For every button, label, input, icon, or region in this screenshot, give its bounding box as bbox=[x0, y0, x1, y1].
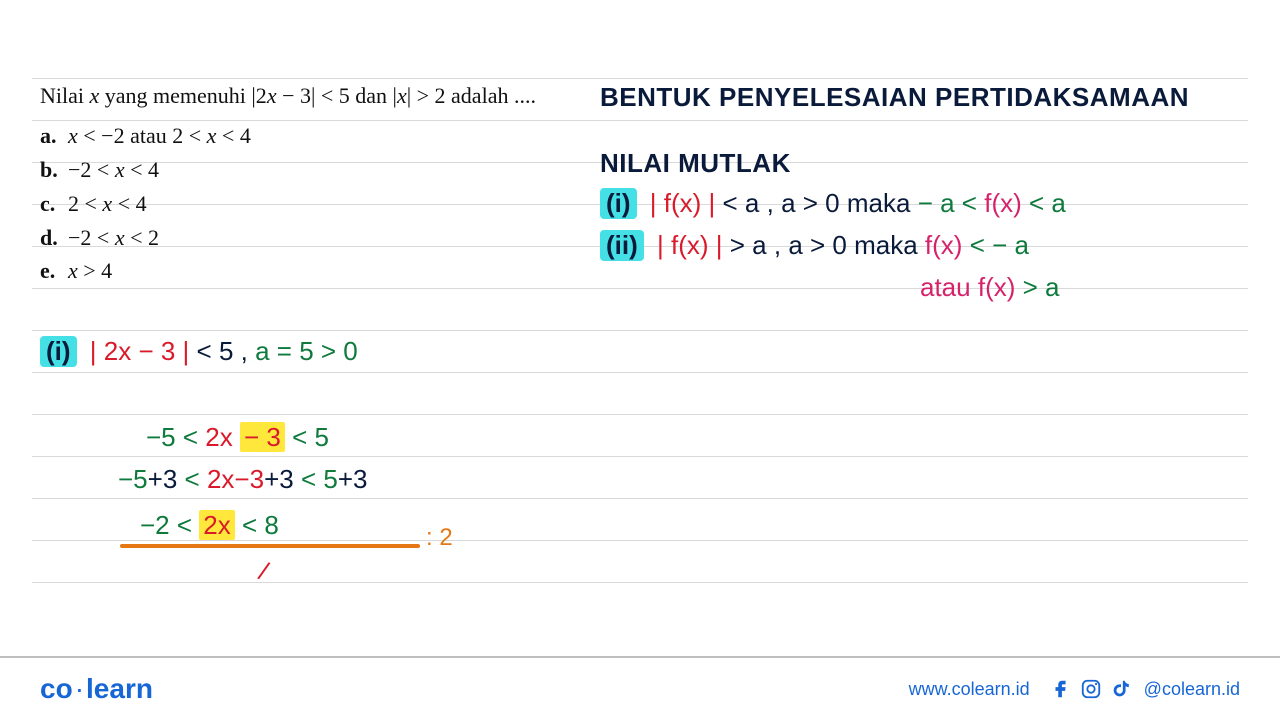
brand-learn: learn bbox=[86, 673, 153, 704]
work-step-i: (i) | 2x − 3 | < 5 , a = 5 > 0 bbox=[40, 336, 358, 367]
orange-division-underline bbox=[120, 544, 420, 548]
work-step-3: −2 < 2x < 8 bbox=[140, 510, 279, 541]
work-i-body: | 2x − 3 | < 5 , a = 5 > 0 bbox=[90, 336, 358, 366]
option-c: c.2 < x < 4 bbox=[40, 188, 580, 220]
option-e: e.x > 4 bbox=[40, 255, 580, 287]
instagram-icon bbox=[1080, 678, 1102, 700]
social-handle: @colearn.id bbox=[1144, 679, 1240, 700]
social-icons: @colearn.id bbox=[1050, 678, 1240, 700]
brand-co: co bbox=[40, 673, 73, 704]
rule-i-body: | f(x) | < a , a > 0 maka − a < f(x) < a bbox=[650, 188, 1066, 218]
option-a: a.x < −2 atau 2 < x < 4 bbox=[40, 120, 580, 152]
red-slash-mark: / bbox=[255, 556, 272, 588]
option-d: d.−2 < x < 2 bbox=[40, 222, 580, 254]
rule-i-tag: (i) bbox=[600, 188, 637, 219]
notes-title-line1: BENTUK PENYELESAIAN PERTIDAKSAMAAN bbox=[600, 82, 1189, 113]
brand-dot-icon: · bbox=[73, 673, 86, 704]
footer-bar: co·learn www.colearn.id @colearn.id bbox=[0, 656, 1280, 720]
option-b: b.−2 < x < 4 bbox=[40, 154, 580, 186]
notes-title-line2: NILAI MUTLAK bbox=[600, 148, 791, 179]
problem-question: Nilai x yang memenuhi |2x − 3| < 5 dan |… bbox=[40, 80, 580, 112]
rule-i: (i) | f(x) | < a , a > 0 maka − a < f(x)… bbox=[600, 188, 1066, 219]
brand-logo: co·learn bbox=[40, 673, 153, 705]
facebook-icon bbox=[1050, 678, 1072, 700]
problem-block: Nilai x yang memenuhi |2x − 3| < 5 dan |… bbox=[40, 80, 580, 287]
work-step-2: −5+3 < 2x−3+3 < 5+3 bbox=[118, 464, 368, 495]
work-i-tag: (i) bbox=[40, 336, 77, 367]
rule-ii-atau: atau f(x) > a bbox=[920, 272, 1060, 303]
tiktok-icon bbox=[1110, 678, 1132, 700]
rule-ii-tag: (ii) bbox=[600, 230, 644, 261]
footer-url: www.colearn.id bbox=[909, 679, 1030, 700]
rule-ii: (ii) | f(x) | > a , a > 0 maka f(x) < − … bbox=[600, 230, 1029, 261]
work-step-1: −5 < 2x − 3 < 5 bbox=[146, 422, 329, 453]
divide-by-2-label: : 2 bbox=[426, 524, 453, 552]
rule-ii-body: | f(x) | > a , a > 0 maka f(x) < − a bbox=[657, 230, 1029, 260]
